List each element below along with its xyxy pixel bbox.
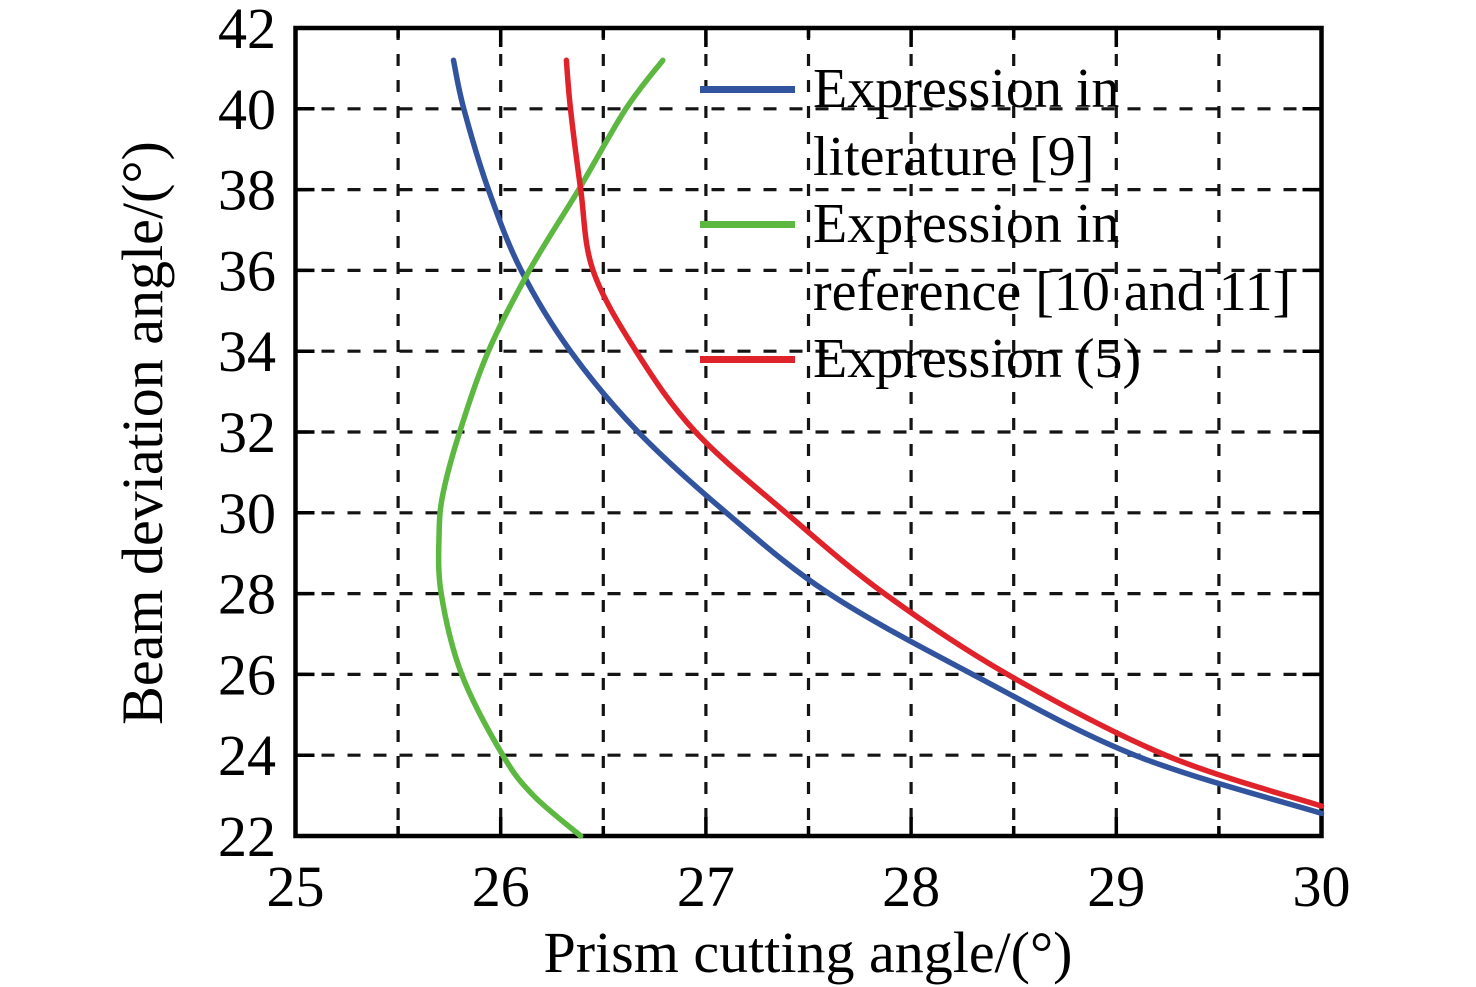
x-tick-labels: 25 26 27 28 29 30 (267, 854, 1351, 919)
x-axis-label: Prism cutting angle/(°) (543, 920, 1073, 985)
x-tick-label-30: 30 (1293, 854, 1351, 919)
y-tick-label-32: 32 (218, 400, 276, 465)
legend-entry-reference-10-11: Expression in reference [10 and 11] (700, 191, 1292, 326)
x-tick-label-27: 27 (677, 854, 735, 919)
y-tick-label-40: 40 (218, 77, 276, 142)
y-tick-label-24: 24 (218, 723, 276, 788)
curve-series-2 (563, 57, 1325, 809)
curve-series-0 (450, 57, 1325, 817)
y-tick-label-30: 30 (218, 481, 276, 546)
y-tick-label-42: 42 (218, 0, 276, 61)
y-tick-label-28: 28 (218, 562, 276, 627)
y-tick-label-26: 26 (218, 642, 276, 707)
y-tick-label-34: 34 (218, 319, 276, 384)
x-tick-label-25: 25 (267, 854, 325, 919)
y-axis-label: Beam deviation angle/(°) (110, 141, 175, 725)
legend-label-line: Expression (5) (813, 328, 1142, 390)
plot-frame (293, 25, 1324, 839)
y-tick-label-22: 22 (218, 804, 276, 869)
y-tick-label-38: 38 (218, 158, 276, 223)
y-tick-labels: 22 24 26 28 30 32 34 36 38 40 42 (218, 0, 276, 869)
legend-line-sample-red (700, 356, 795, 363)
x-tick-label-26: 26 (472, 854, 530, 919)
legend-line-sample-green (700, 221, 795, 228)
legend: Expression in literature [9] Expression … (700, 56, 1292, 394)
y-tick-label-36: 36 (218, 238, 276, 303)
legend-label-line: literature [9] (813, 125, 1095, 188)
x-tick-label-29: 29 (1087, 854, 1145, 919)
legend-entry-literature-9: Expression in literature [9] (700, 56, 1280, 191)
gridlines (295, 28, 1322, 836)
legend-label-line: reference [10 and 11] (813, 260, 1292, 323)
legend-label-line: Expression in (813, 58, 1120, 120)
curve-series-1 (435, 57, 666, 839)
legend-entry-expression-5: Expression (5) (700, 326, 1280, 394)
x-tick-label-28: 28 (882, 854, 940, 919)
legend-label-line: Expression in (813, 193, 1120, 255)
data-curves (435, 57, 1325, 839)
legend-line-sample-blue (700, 86, 795, 93)
